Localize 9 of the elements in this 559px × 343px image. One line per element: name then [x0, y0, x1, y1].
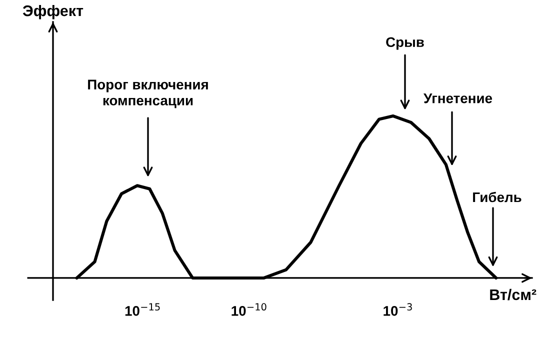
text: Порог включения компенсации [88, 80, 208, 108]
annotation: Гибель [473, 192, 522, 202]
x-tick-label: 10$^{−10}$ [232, 303, 266, 316]
text: Срыв [386, 37, 424, 50]
x-axis-title: Вт/см² [490, 288, 536, 300]
text: Эффект [22, 4, 84, 20]
x-tick-label: 10$^{−15}$ [125, 303, 160, 316]
x-tick-label: 10$^{−3}$ [384, 303, 412, 316]
text: Угнетение [424, 94, 492, 104]
